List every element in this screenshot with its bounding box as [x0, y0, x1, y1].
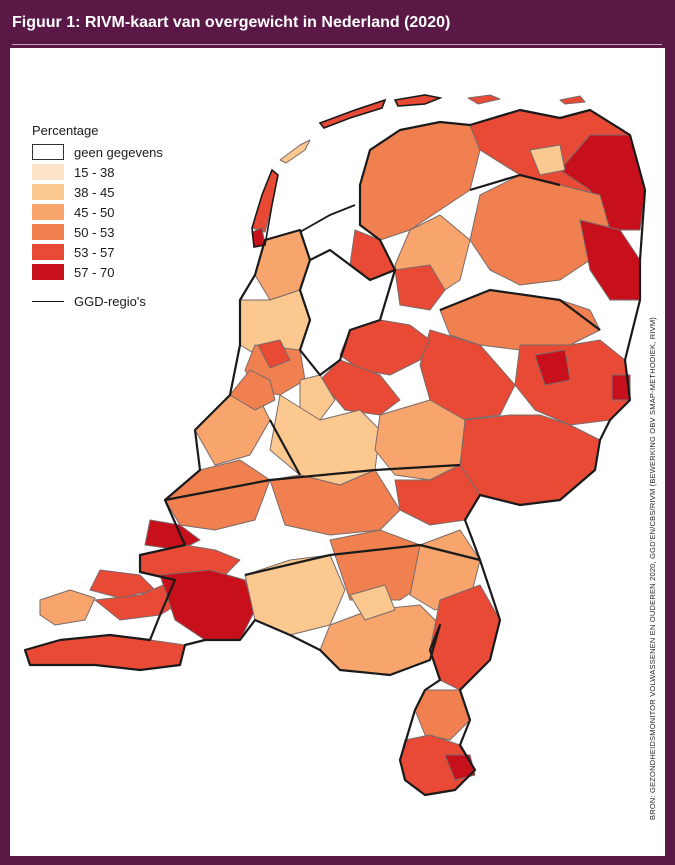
country-outline: [23, 108, 647, 797]
netherlands-map: [23, 94, 647, 797]
legend-item: 38 - 45: [32, 182, 232, 202]
ggd-boundary-4: [244, 543, 481, 577]
ggd-boundary-2: [439, 288, 601, 331]
region-rotterdam: [164, 459, 271, 531]
region-brabant-mid-small: [349, 584, 396, 621]
region-rivierenland: [269, 469, 401, 536]
region-flevoland-north: [339, 319, 431, 376]
legend-swatch: [32, 224, 64, 240]
figure-title: Figuur 1: RIVM-kaart van overgewicht in …: [12, 14, 451, 31]
legend-line-label: GGD-regio's: [74, 294, 146, 309]
legend-item: 53 - 57: [32, 242, 232, 262]
title-divider: [12, 44, 662, 45]
region-gooi: [299, 374, 336, 421]
map-legend: Percentage geen gegevens 15 - 38 38 - 45…: [32, 123, 232, 309]
legend-item-ggd: GGD-regio's: [32, 294, 232, 309]
region-schiermonnikoog: [467, 94, 501, 105]
region-heerlen: [444, 754, 476, 781]
legend-line-swatch: [32, 301, 64, 302]
afsluitdijk: [299, 204, 356, 233]
legend-label: 45 - 50: [74, 204, 115, 220]
legend-label: 38 - 45: [74, 184, 115, 200]
legend-item: 45 - 50: [32, 202, 232, 222]
region-overijssel-west: [419, 329, 516, 421]
legend-item: geen gegevens: [32, 142, 232, 162]
region-vlieland: [279, 139, 311, 164]
legend-swatch: [32, 204, 64, 220]
ggd-boundary-1: [469, 173, 561, 192]
ijsselmeer-shore: [309, 248, 396, 282]
legend-item: 50 - 53: [32, 222, 232, 242]
region-drenthe-east: [579, 219, 641, 301]
region-schouwen: [89, 569, 156, 599]
legend-label: geen gegevens: [74, 144, 163, 160]
region-walcheren: [39, 589, 96, 626]
legend-label: 53 - 57: [74, 244, 115, 260]
legend-item: 15 - 38: [32, 162, 232, 182]
region-twente-hot: [534, 349, 571, 386]
legend-swatch: [32, 184, 64, 200]
legend-label: 50 - 53: [74, 224, 115, 240]
region-terschelling: [319, 99, 386, 129]
region-noordoostpolder: [394, 264, 446, 311]
region-limburg-noord: [429, 584, 501, 691]
region-texel: [251, 169, 279, 233]
legend-item: 57 - 70: [32, 262, 232, 282]
region-rottumeroog: [559, 95, 586, 105]
region-zaanstreek: [257, 339, 291, 369]
legend-swatch: [32, 244, 64, 260]
legend-label: 15 - 38: [74, 164, 115, 180]
region-west-brabant: [159, 569, 256, 641]
legend-swatch: [32, 164, 64, 180]
legend-swatch: [32, 144, 64, 160]
ggd-boundary-5: [269, 419, 301, 476]
legend-swatch: [32, 264, 64, 280]
source-credit: BRON: GEZONDHEIDSMONITOR VOLWASSENEN EN …: [648, 317, 657, 820]
region-groningen-city: [529, 144, 566, 176]
legend-title: Percentage: [32, 123, 99, 138]
ggd-boundary-3: [164, 463, 461, 502]
region-leiden: [229, 369, 276, 411]
region-friesland: [359, 121, 481, 241]
legend-label: 57 - 70: [74, 264, 115, 280]
map-panel: Percentage geen gegevens 15 - 38 38 - 45…: [10, 48, 665, 856]
region-achterhoek: [459, 414, 601, 506]
